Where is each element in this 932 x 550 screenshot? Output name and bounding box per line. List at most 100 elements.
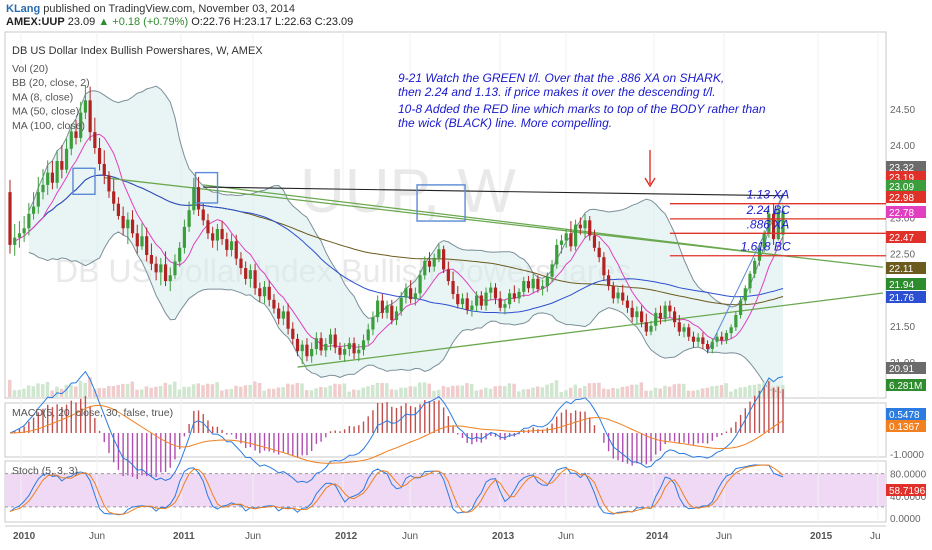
volume-bar bbox=[488, 388, 493, 397]
volume-bar bbox=[738, 387, 743, 397]
price-label: 22.11 bbox=[889, 264, 914, 275]
candle-body bbox=[281, 311, 285, 319]
candle-body bbox=[295, 338, 300, 352]
candle-body bbox=[630, 307, 634, 318]
candle-body bbox=[140, 236, 144, 247]
candle-body bbox=[244, 268, 248, 279]
candle-body bbox=[220, 228, 224, 240]
symbol-label[interactable]: AMEX:UUP bbox=[6, 16, 65, 28]
candle-body bbox=[550, 264, 554, 277]
volume-bar bbox=[319, 386, 323, 397]
fib-label: 2.24 BC bbox=[746, 203, 791, 217]
volume-bar bbox=[36, 383, 40, 397]
volume-bar bbox=[408, 386, 413, 397]
macd-label: MACD(5, 20, close, 30, false, true) bbox=[12, 407, 173, 419]
legend-entry[interactable]: MA (8, close) bbox=[12, 91, 73, 103]
candle-body bbox=[536, 278, 540, 289]
candle-body bbox=[88, 100, 92, 133]
volume-bar bbox=[573, 384, 578, 397]
volume-bar bbox=[276, 387, 281, 397]
fib-label: 1.618 BC bbox=[741, 240, 791, 254]
volume-bar bbox=[677, 383, 681, 397]
candle-body bbox=[36, 192, 40, 207]
candle-body bbox=[258, 288, 262, 297]
candle-body bbox=[107, 175, 111, 192]
candle-body bbox=[409, 288, 413, 300]
volume-bar bbox=[413, 386, 417, 397]
price-label: 20.91 bbox=[889, 364, 914, 375]
price-label: 6.281M bbox=[889, 381, 922, 392]
volume-bar bbox=[224, 389, 229, 397]
price-label: 22.78 bbox=[889, 208, 914, 219]
stoch-tick: 0.0000 bbox=[890, 514, 921, 525]
candle-body bbox=[102, 163, 106, 176]
volume-bar bbox=[729, 391, 733, 397]
candle-body bbox=[616, 292, 620, 299]
volume-bar bbox=[234, 385, 238, 397]
volume-bar bbox=[682, 383, 686, 397]
volume-bar bbox=[22, 388, 26, 397]
volume-bar bbox=[168, 384, 172, 397]
volume-bar bbox=[111, 385, 116, 397]
legend-entry[interactable]: MA (50, close) bbox=[12, 106, 79, 118]
pattern-box bbox=[416, 184, 466, 222]
time-tick: Jun bbox=[558, 531, 574, 542]
legend-entry[interactable]: BB (20, close, 2) bbox=[12, 77, 90, 89]
volume-bar bbox=[663, 385, 667, 397]
volume-bar bbox=[705, 387, 710, 397]
price-label: 21.76 bbox=[889, 293, 914, 304]
volume-bar bbox=[743, 386, 747, 397]
legend-entry[interactable]: Vol (20) bbox=[12, 63, 48, 75]
candle-body bbox=[762, 233, 766, 248]
volume-bar bbox=[611, 387, 615, 397]
publish-line: KLang published on TradingView.com, Nove… bbox=[6, 3, 295, 15]
volume-bar bbox=[625, 386, 629, 397]
candle-body bbox=[22, 228, 26, 234]
candle-body bbox=[211, 233, 215, 241]
candle-body bbox=[649, 325, 653, 332]
candle-body bbox=[691, 336, 696, 342]
price-label-box bbox=[886, 278, 926, 290]
legend-entry[interactable]: MA (100, close) bbox=[12, 120, 85, 132]
volume-bar bbox=[352, 389, 356, 397]
volume-bar bbox=[229, 388, 234, 397]
candle-body bbox=[437, 249, 441, 258]
candle-body bbox=[154, 263, 158, 273]
candle-body bbox=[310, 348, 314, 357]
time-tick: Jun bbox=[402, 531, 418, 542]
volume-bar bbox=[92, 389, 97, 397]
candle-body bbox=[93, 132, 97, 149]
time-tick: Ju bbox=[870, 531, 881, 542]
candle-body bbox=[234, 241, 238, 259]
volume-bar bbox=[634, 384, 639, 397]
volume-bar bbox=[691, 390, 695, 397]
analyst-note: 10-8 Added the RED line which marks to t… bbox=[398, 102, 766, 116]
candle-body bbox=[687, 327, 691, 337]
candle-body bbox=[418, 275, 422, 294]
candle-body bbox=[583, 220, 587, 229]
macd-value: 0.1367 bbox=[889, 422, 920, 433]
volume-bar bbox=[672, 384, 677, 397]
volume-bar bbox=[64, 384, 69, 397]
volume-bar bbox=[304, 390, 309, 397]
volume-bar bbox=[535, 386, 540, 397]
candle-body bbox=[654, 312, 658, 326]
last-price: 23.09 bbox=[67, 16, 96, 28]
volume-bar bbox=[517, 391, 521, 397]
volume-bar bbox=[323, 387, 328, 397]
candle-body bbox=[498, 298, 502, 308]
candle-body bbox=[427, 260, 432, 267]
candle-body bbox=[696, 337, 700, 342]
author-link[interactable]: KLang bbox=[6, 3, 41, 15]
volume-bar bbox=[399, 387, 403, 397]
candle-body bbox=[135, 233, 139, 247]
fib-label: .886 XA bbox=[747, 217, 790, 231]
volume-bar bbox=[106, 386, 111, 397]
candle-body bbox=[314, 338, 318, 349]
volume-bar bbox=[73, 386, 78, 397]
price-tick: 24.00 bbox=[890, 141, 915, 152]
volume-bar bbox=[125, 383, 130, 397]
volume-bar bbox=[97, 388, 102, 397]
volume-bar bbox=[465, 383, 469, 397]
